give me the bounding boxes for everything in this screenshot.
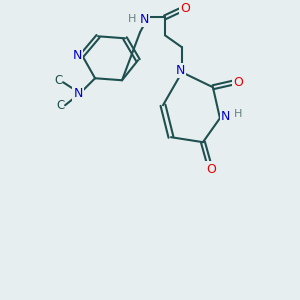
Text: N: N	[74, 87, 83, 100]
Text: O: O	[233, 76, 243, 89]
Text: O: O	[180, 2, 190, 15]
Text: H: H	[234, 109, 242, 119]
Text: C: C	[56, 99, 64, 112]
Text: H: H	[128, 14, 136, 24]
Text: N: N	[175, 64, 185, 77]
Text: C: C	[54, 74, 62, 87]
Text: N: N	[72, 49, 82, 62]
Text: N: N	[221, 110, 231, 123]
Text: N: N	[139, 13, 149, 26]
Text: O: O	[206, 163, 216, 176]
